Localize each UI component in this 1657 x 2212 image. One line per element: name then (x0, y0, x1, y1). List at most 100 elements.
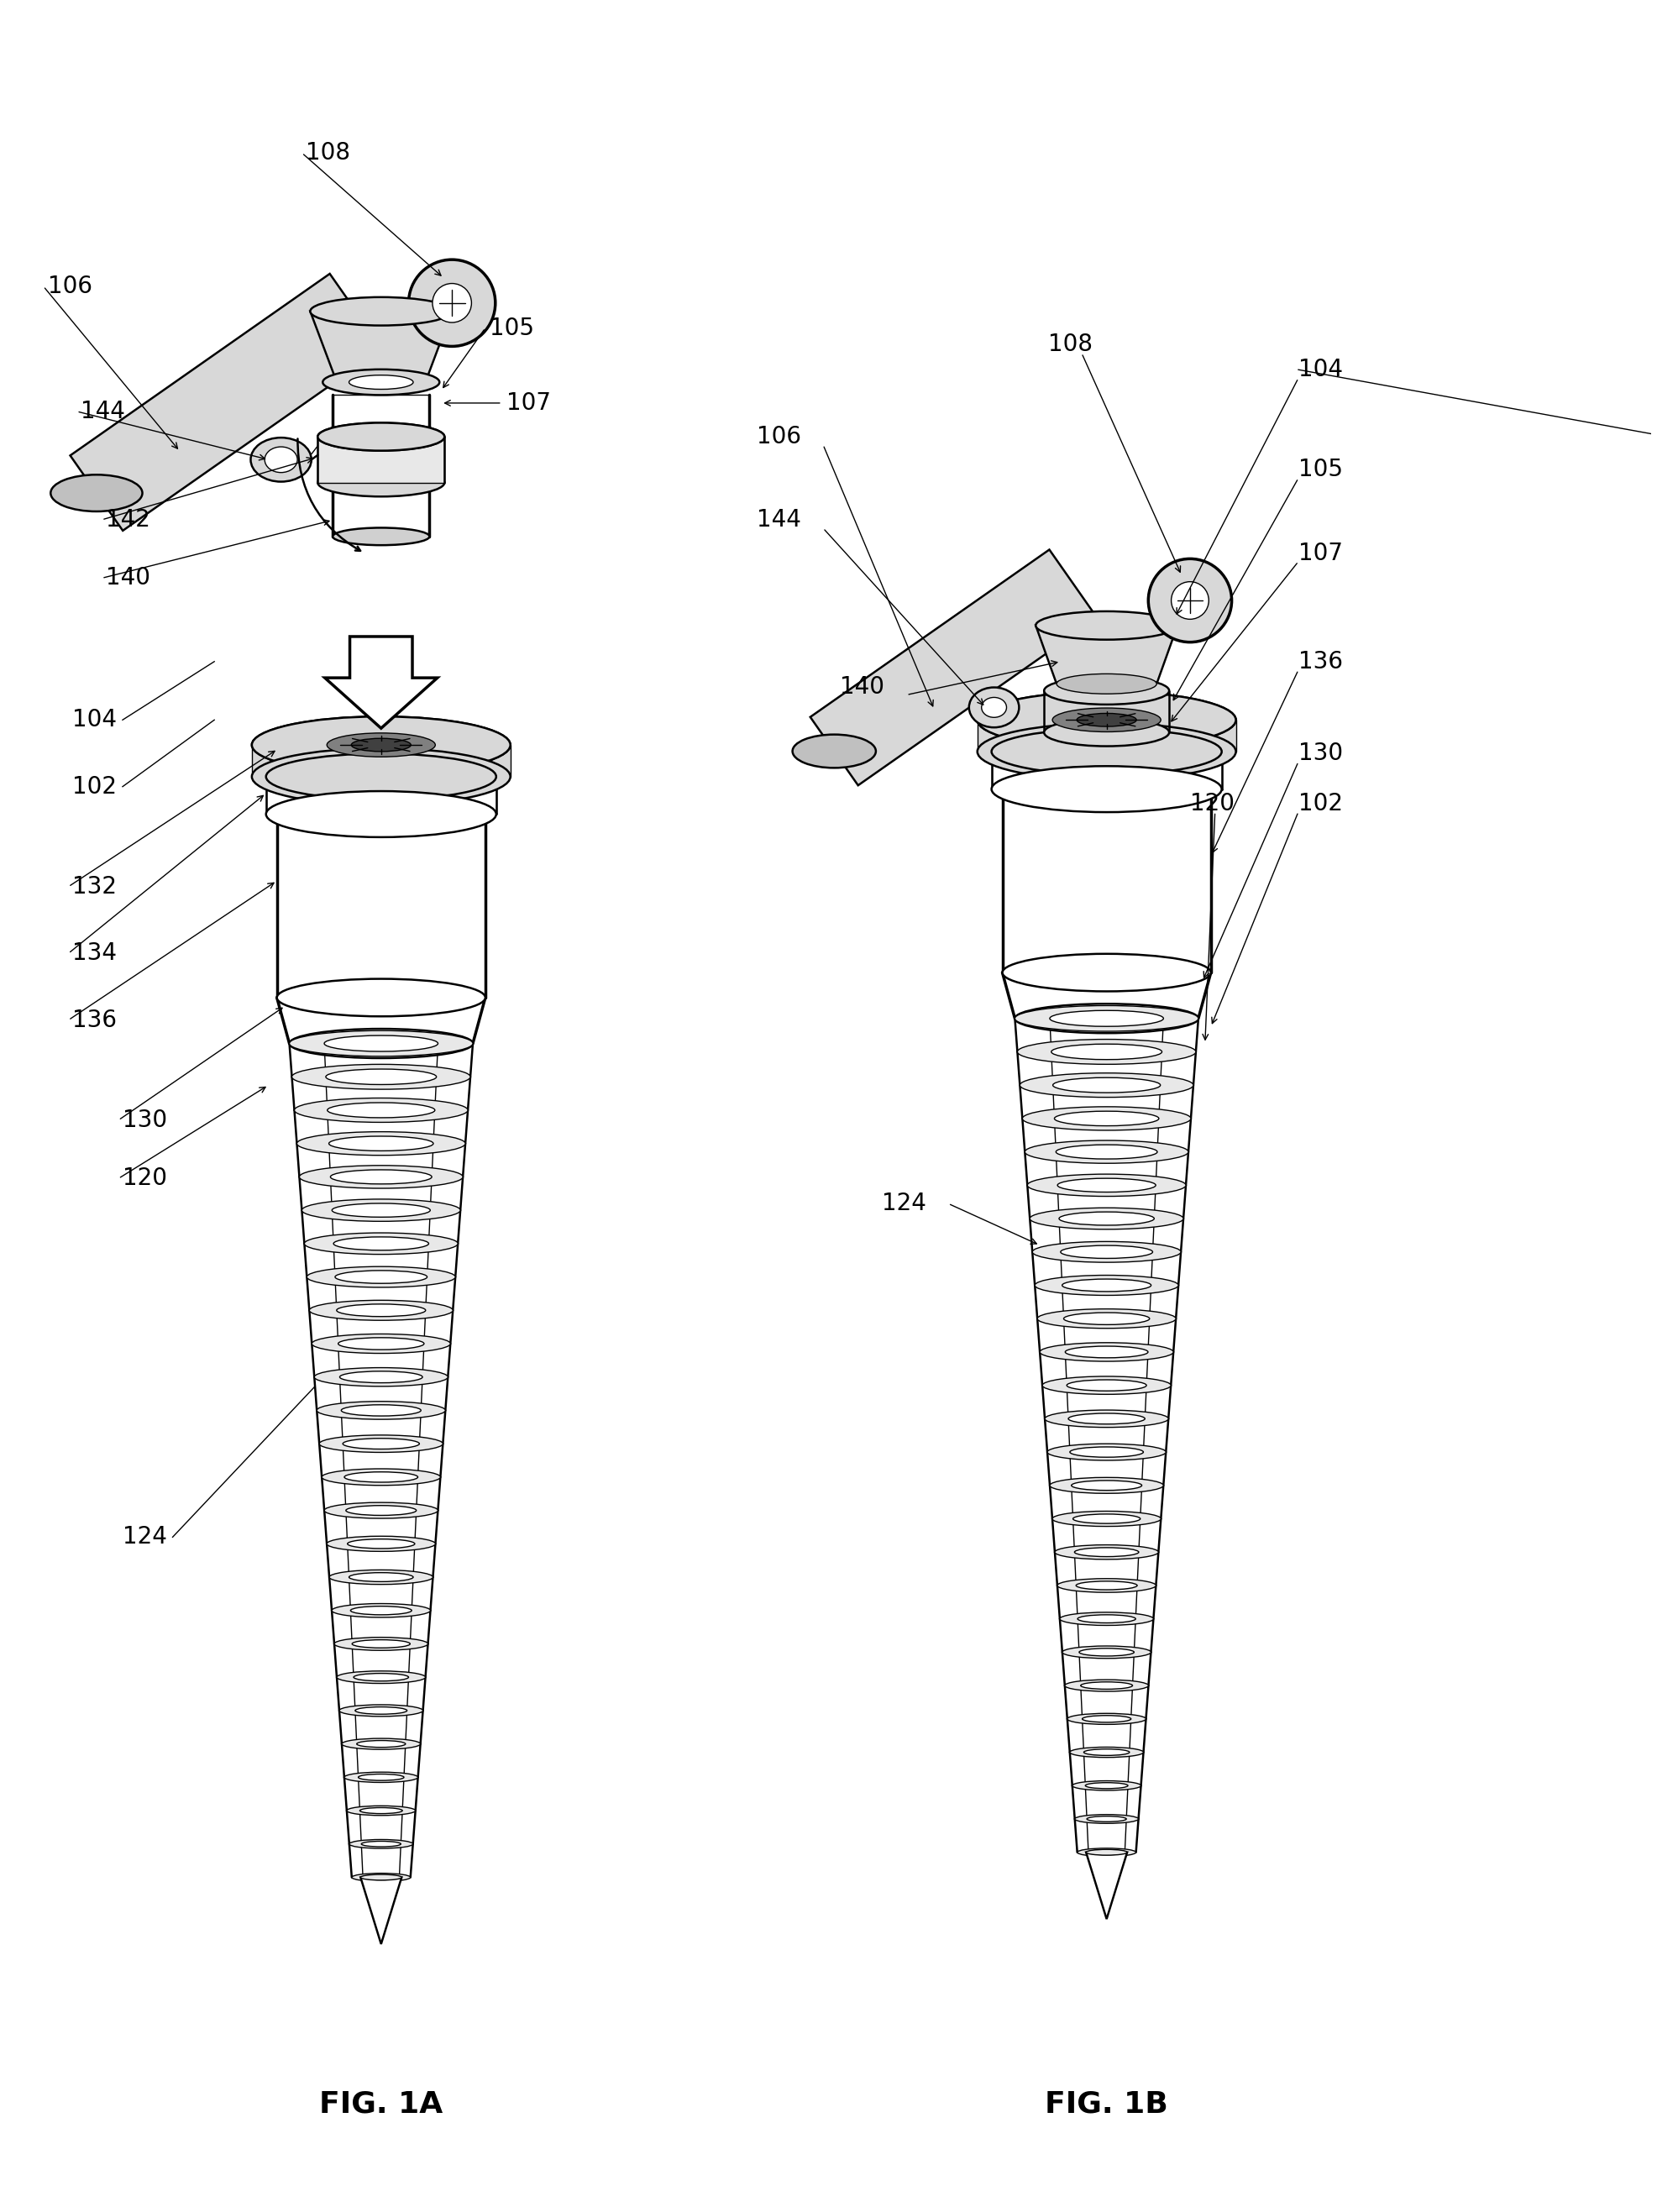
Ellipse shape (320, 1436, 442, 1453)
Ellipse shape (991, 728, 1221, 774)
Text: 107: 107 (505, 392, 550, 416)
Ellipse shape (345, 1772, 418, 1783)
Ellipse shape (1051, 1478, 1163, 1493)
Ellipse shape (335, 1637, 428, 1650)
Ellipse shape (1056, 1544, 1158, 1559)
Polygon shape (310, 312, 452, 378)
Polygon shape (267, 776, 495, 814)
Ellipse shape (1051, 1044, 1162, 1060)
Ellipse shape (1057, 1579, 1157, 1593)
Ellipse shape (295, 1097, 467, 1121)
Ellipse shape (1057, 675, 1157, 695)
Ellipse shape (1072, 1781, 1142, 1790)
Ellipse shape (252, 748, 510, 805)
Text: 124: 124 (123, 1526, 167, 1548)
Ellipse shape (312, 1334, 451, 1354)
Ellipse shape (265, 447, 297, 473)
Ellipse shape (328, 1102, 434, 1117)
Ellipse shape (330, 1170, 432, 1183)
Polygon shape (70, 274, 383, 531)
Text: 106: 106 (48, 274, 93, 299)
Ellipse shape (351, 1874, 411, 1882)
Text: 130: 130 (123, 1108, 167, 1133)
Text: 108: 108 (1049, 334, 1092, 356)
Ellipse shape (1074, 1513, 1140, 1524)
Ellipse shape (325, 1502, 437, 1517)
Ellipse shape (1067, 1380, 1147, 1391)
Ellipse shape (1075, 1814, 1138, 1823)
Ellipse shape (338, 1338, 424, 1349)
Ellipse shape (340, 1371, 423, 1382)
Ellipse shape (1074, 1548, 1138, 1557)
Ellipse shape (432, 283, 472, 323)
Text: 140: 140 (840, 675, 885, 699)
Ellipse shape (348, 1540, 414, 1548)
Ellipse shape (978, 692, 1236, 748)
Ellipse shape (292, 1064, 471, 1088)
Ellipse shape (1082, 1717, 1132, 1723)
Ellipse shape (297, 1133, 466, 1155)
Ellipse shape (340, 1705, 423, 1717)
Polygon shape (318, 436, 444, 482)
Ellipse shape (345, 1471, 418, 1482)
Text: FIG. 1A: FIG. 1A (320, 2090, 442, 2119)
Ellipse shape (1064, 1312, 1150, 1325)
Ellipse shape (341, 1405, 421, 1416)
Ellipse shape (335, 1270, 428, 1283)
Ellipse shape (331, 1604, 431, 1617)
Ellipse shape (1069, 1413, 1145, 1425)
Ellipse shape (353, 1672, 409, 1681)
Ellipse shape (326, 1068, 436, 1084)
Ellipse shape (363, 1876, 399, 1880)
Ellipse shape (330, 1571, 432, 1584)
Text: 108: 108 (307, 142, 351, 164)
Polygon shape (1002, 790, 1211, 973)
Ellipse shape (321, 1469, 441, 1486)
Text: 105: 105 (489, 316, 534, 341)
Ellipse shape (300, 1166, 462, 1188)
Text: 136: 136 (1299, 650, 1342, 672)
Text: 124: 124 (882, 1192, 926, 1214)
Polygon shape (1036, 626, 1178, 684)
Ellipse shape (1036, 1276, 1178, 1296)
Text: 144: 144 (81, 400, 126, 422)
Ellipse shape (350, 1840, 413, 1849)
Ellipse shape (351, 1639, 411, 1648)
Text: 104: 104 (1299, 358, 1342, 380)
Ellipse shape (1079, 1648, 1133, 1657)
Polygon shape (361, 1878, 401, 1944)
Ellipse shape (1051, 1011, 1163, 1026)
Ellipse shape (1065, 1679, 1148, 1692)
Ellipse shape (1077, 712, 1137, 726)
Ellipse shape (1056, 1146, 1157, 1159)
Ellipse shape (1057, 1179, 1155, 1192)
Ellipse shape (252, 717, 510, 774)
Ellipse shape (310, 296, 452, 325)
Ellipse shape (326, 1535, 436, 1551)
Ellipse shape (350, 376, 413, 389)
Polygon shape (333, 396, 429, 538)
Text: 106: 106 (756, 425, 800, 449)
Polygon shape (991, 752, 1221, 790)
Ellipse shape (1054, 1110, 1158, 1126)
Ellipse shape (1017, 1040, 1196, 1064)
Ellipse shape (361, 1840, 401, 1847)
Ellipse shape (290, 1031, 472, 1057)
Text: 142: 142 (106, 509, 151, 531)
Ellipse shape (1062, 1646, 1152, 1659)
Ellipse shape (341, 1739, 421, 1750)
Ellipse shape (1052, 1077, 1160, 1093)
Ellipse shape (792, 734, 877, 768)
Polygon shape (1044, 690, 1170, 732)
Ellipse shape (1085, 1849, 1127, 1856)
Ellipse shape (1070, 1747, 1143, 1756)
Text: 130: 130 (1299, 741, 1344, 765)
Ellipse shape (1044, 719, 1170, 745)
Ellipse shape (1067, 1714, 1147, 1725)
Text: 144: 144 (756, 509, 800, 531)
Polygon shape (978, 719, 1236, 752)
Ellipse shape (1019, 1073, 1193, 1097)
Ellipse shape (250, 438, 312, 482)
Text: 107: 107 (1299, 542, 1342, 564)
Ellipse shape (307, 1267, 456, 1287)
